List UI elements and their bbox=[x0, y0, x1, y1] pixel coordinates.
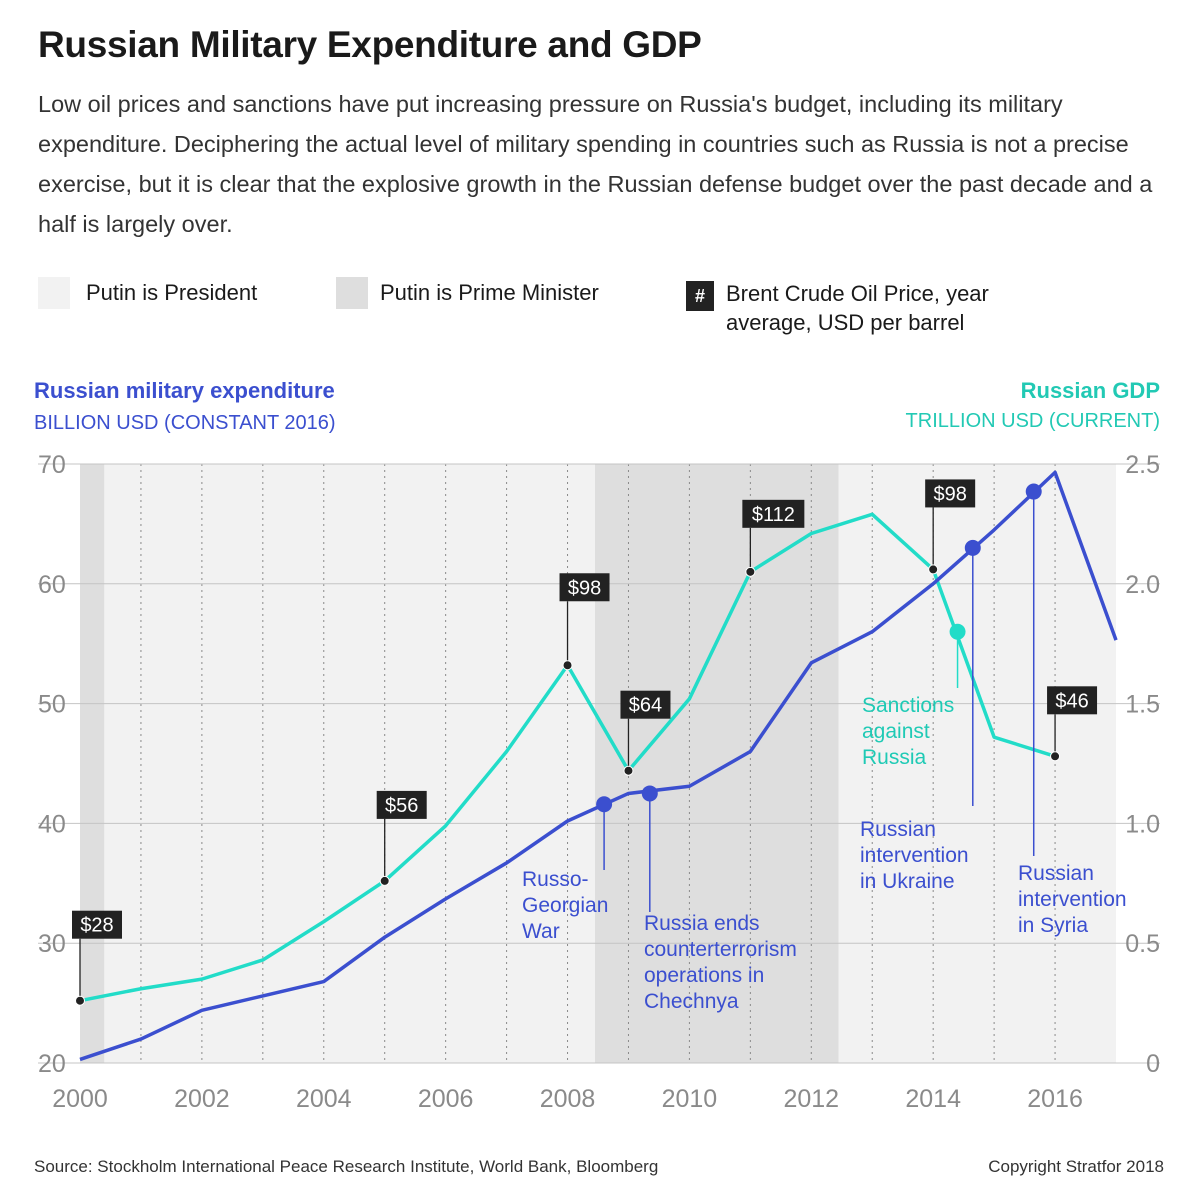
event-label-4-0: Russian bbox=[1018, 862, 1094, 885]
event-marker-0 bbox=[596, 796, 613, 813]
legend-oil-label-line2: average, USD per barrel bbox=[726, 310, 965, 335]
oil-point-5 bbox=[928, 564, 939, 575]
x-tick-2002: 2002 bbox=[174, 1085, 230, 1113]
oil-box-3 bbox=[620, 690, 671, 719]
event-label-4-2: in Syria bbox=[1018, 914, 1088, 937]
event-label-1-2: operations in bbox=[644, 964, 764, 987]
x-tick-2000: 2000 bbox=[52, 1085, 108, 1113]
x-tick-2008: 2008 bbox=[540, 1085, 596, 1113]
x-tick-2006: 2006 bbox=[418, 1085, 474, 1113]
legend-prime-minister-swatch bbox=[336, 277, 368, 309]
oil-point-0 bbox=[75, 995, 85, 1006]
band-pm-0 bbox=[80, 464, 105, 1063]
oil-box-1 bbox=[376, 790, 427, 819]
chart-title: Russian Military Expenditure and GDP bbox=[38, 24, 702, 65]
oil-point-4 bbox=[745, 566, 756, 577]
oil-point-1 bbox=[379, 875, 390, 886]
event-label-3-1: intervention bbox=[860, 844, 969, 867]
event-label-0-2: War bbox=[522, 920, 560, 943]
oil-box-5 bbox=[925, 479, 976, 508]
event-marker-1 bbox=[641, 785, 658, 802]
oil-point-3 bbox=[623, 765, 634, 776]
copyright-note: Copyright Stratfor 2018 bbox=[988, 1157, 1164, 1176]
oil-point-6 bbox=[1050, 751, 1061, 762]
y-left-tick-40: 40 bbox=[38, 810, 66, 838]
band-president-3 bbox=[838, 464, 1116, 1063]
left-axis-title: Russian military expenditure bbox=[34, 378, 335, 403]
band-president-1 bbox=[104, 464, 595, 1063]
event-label-1-3: Chechnya bbox=[644, 990, 739, 1013]
event-label-2-0: Sanctions bbox=[862, 694, 954, 717]
y-right-tick-2.0: 2.0 bbox=[1125, 571, 1160, 599]
oil-label-0: $28 bbox=[80, 915, 113, 937]
event-label-1-0: Russia ends bbox=[644, 912, 760, 935]
event-label-2-1: against bbox=[862, 720, 930, 743]
event-label-3-0: Russian bbox=[860, 818, 936, 841]
oil-label-6: $46 bbox=[1055, 690, 1088, 712]
y-right-tick-0.5: 0.5 bbox=[1125, 930, 1160, 958]
event-marker-3 bbox=[964, 539, 981, 556]
x-tick-2016: 2016 bbox=[1027, 1085, 1083, 1113]
oil-box-4 bbox=[742, 499, 805, 528]
event-label-0-0: Russo- bbox=[522, 868, 589, 891]
oil-label-4: $112 bbox=[752, 504, 795, 526]
oil-label-1: $56 bbox=[385, 795, 418, 817]
oil-label-2: $98 bbox=[568, 577, 601, 599]
legend-president-label: Putin is President bbox=[86, 280, 258, 305]
legend-president-swatch bbox=[38, 277, 70, 309]
y-left-tick-70: 70 bbox=[38, 451, 66, 479]
right-axis-title: Russian GDP bbox=[1020, 378, 1160, 403]
left-axis-unit: BILLION USD (CONSTANT 2016) bbox=[34, 412, 336, 434]
y-left-tick-60: 60 bbox=[38, 571, 66, 599]
oil-label-3: $64 bbox=[629, 695, 662, 717]
y-right-tick-1.5: 1.5 bbox=[1125, 691, 1160, 719]
event-marker-4 bbox=[1025, 483, 1042, 500]
event-label-4-1: intervention bbox=[1018, 888, 1127, 911]
event-label-1-1: counterterrorism bbox=[644, 938, 797, 961]
event-label-3-2: in Ukraine bbox=[860, 870, 955, 893]
x-tick-2004: 2004 bbox=[296, 1085, 352, 1113]
source-note: Source: Stockholm International Peace Re… bbox=[34, 1157, 659, 1176]
oil-point-2 bbox=[562, 660, 573, 671]
oil-box-2 bbox=[559, 573, 610, 602]
y-left-tick-50: 50 bbox=[38, 691, 66, 719]
legend-oil-label-line1: Brent Crude Oil Price, year bbox=[726, 281, 989, 306]
event-marker-2 bbox=[949, 623, 966, 640]
oil-box-0 bbox=[72, 910, 122, 939]
y-left-tick-30: 30 bbox=[38, 930, 66, 958]
x-tick-2014: 2014 bbox=[905, 1085, 961, 1113]
right-axis-unit: TRILLION USD (CURRENT) bbox=[905, 410, 1160, 432]
legend-oil-hash-icon: # bbox=[686, 281, 714, 311]
legend-prime-minister-label: Putin is Prime Minister bbox=[380, 280, 599, 305]
event-label-2-2: Russia bbox=[862, 746, 927, 769]
y-left-tick-20: 20 bbox=[38, 1050, 66, 1078]
chart-subtitle: Low oil prices and sanctions have put in… bbox=[38, 91, 1153, 237]
y-right-tick-0: 0 bbox=[1146, 1050, 1160, 1078]
event-label-0-1: Georgian bbox=[522, 894, 608, 917]
y-right-tick-2.5: 2.5 bbox=[1125, 451, 1160, 479]
oil-box-6 bbox=[1047, 686, 1098, 715]
x-tick-2012: 2012 bbox=[783, 1085, 839, 1113]
y-right-tick-1.0: 1.0 bbox=[1125, 810, 1160, 838]
x-tick-2010: 2010 bbox=[662, 1085, 718, 1113]
oil-label-5: $98 bbox=[933, 483, 966, 505]
